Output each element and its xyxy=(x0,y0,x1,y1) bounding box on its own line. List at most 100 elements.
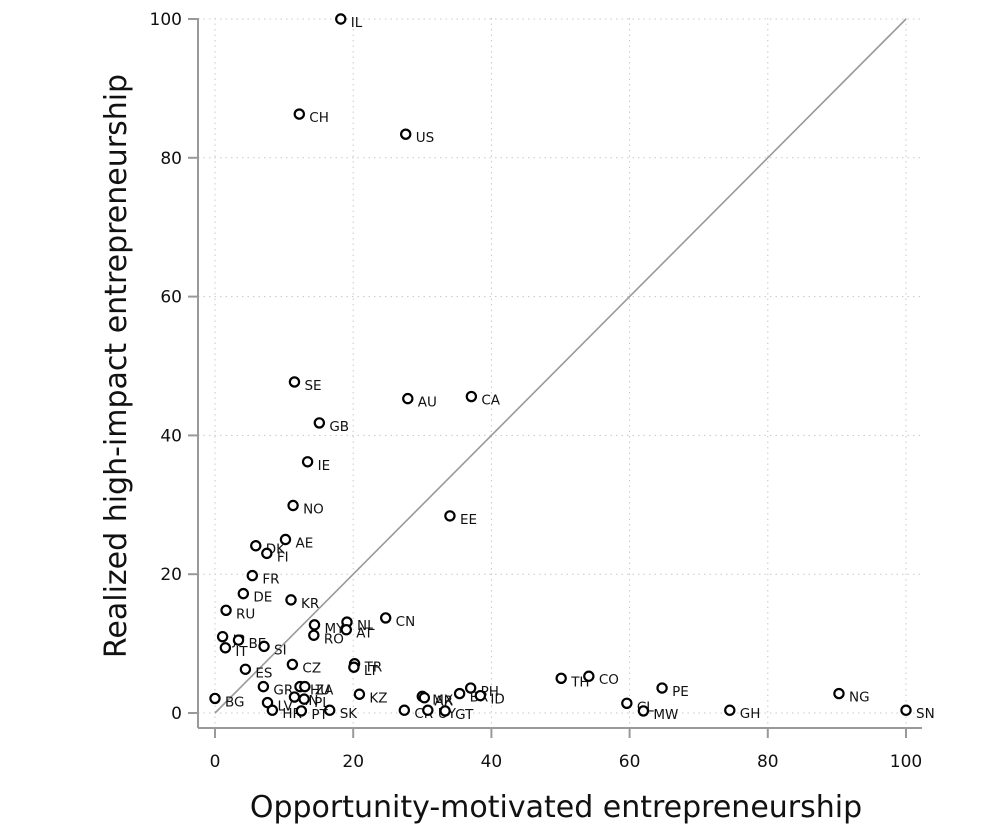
data-point-es xyxy=(239,663,252,675)
data-point-no xyxy=(287,499,299,512)
y-tick-label: 80 xyxy=(160,149,182,169)
point-label-sk: SK xyxy=(340,706,359,722)
point-label-no: NO xyxy=(303,501,324,517)
data-point-kr xyxy=(285,594,297,606)
point-label-bg: BG xyxy=(225,694,245,710)
point-label-us: US xyxy=(416,130,434,146)
data-point-si xyxy=(258,640,270,653)
y-tick-label: 0 xyxy=(171,704,182,724)
data-point-sk xyxy=(324,704,336,716)
point-label-ro: RO xyxy=(324,631,344,647)
data-point-mw xyxy=(637,705,650,717)
data-point-ph xyxy=(464,682,477,694)
point-label-tr: TR xyxy=(364,660,383,676)
data-point-cr xyxy=(398,704,411,716)
point-label-se: SE xyxy=(304,378,321,394)
x-tick-label: 40 xyxy=(481,752,503,772)
data-point-ng xyxy=(833,687,845,700)
point-label-ee: EE xyxy=(460,512,477,528)
data-point-co xyxy=(583,670,595,682)
data-point-us xyxy=(400,128,412,140)
data-point-de xyxy=(237,587,250,600)
point-label-lv: LV xyxy=(278,699,294,715)
point-label-si: SI xyxy=(274,642,287,658)
y-axis-title: Realized high-impact entrepreneurship xyxy=(99,74,134,658)
data-point-cz xyxy=(286,658,299,671)
data-point-cn xyxy=(379,612,392,624)
point-label-id: ID xyxy=(490,692,504,708)
data-point-pt xyxy=(295,705,308,717)
point-label-pt: PT xyxy=(311,707,328,723)
data-point-gt xyxy=(439,705,451,717)
reference-line xyxy=(214,18,907,714)
point-label-gr: GR xyxy=(273,683,293,699)
point-label-de: DE xyxy=(253,590,272,606)
data-point-gb xyxy=(313,417,326,429)
data-point-ar xyxy=(418,692,431,704)
x-tick-label: 20 xyxy=(342,752,364,772)
data-point-jp xyxy=(216,630,229,643)
point-label-nl: NL xyxy=(357,618,375,634)
data-point-bg xyxy=(209,692,221,705)
data-point-ae xyxy=(279,533,292,546)
point-label-mw: MW xyxy=(653,707,678,723)
data-point-hr xyxy=(266,704,279,716)
point-label-ae: AE xyxy=(295,536,313,552)
point-label-at: AT xyxy=(356,626,373,642)
data-point-id xyxy=(474,689,487,702)
point-label-ar: AR xyxy=(434,694,453,710)
point-label-co: CO xyxy=(599,672,619,688)
point-label-ie: IE xyxy=(318,458,331,474)
point-label-za: ZA xyxy=(315,683,334,699)
data-point-dk xyxy=(250,540,262,552)
data-point-sn xyxy=(900,704,912,716)
x-tick-label: 100 xyxy=(890,752,922,772)
point-label-lt: LT xyxy=(364,663,379,679)
point-label-au: AU xyxy=(418,395,437,411)
point-label-il: IL xyxy=(351,15,363,31)
point-label-ng: NG xyxy=(849,690,870,706)
point-label-kr: KR xyxy=(301,596,319,612)
data-point-ee xyxy=(444,510,456,522)
data-point-lv xyxy=(261,696,274,709)
data-point-ro xyxy=(308,629,320,641)
point-label-gt: GT xyxy=(455,707,474,723)
data-point-ch xyxy=(293,108,306,120)
data-point-za xyxy=(299,680,311,693)
data-point-lt xyxy=(348,661,360,673)
data-point-il xyxy=(335,13,347,25)
data-point-pl xyxy=(298,693,310,705)
point-label-ru: RU xyxy=(236,606,255,622)
point-label-fi: FI xyxy=(277,549,289,565)
data-point-cl xyxy=(621,697,633,709)
point-label-hu: HU xyxy=(310,683,330,699)
data-point-ru xyxy=(220,604,232,616)
data-point-be xyxy=(232,634,245,646)
y-tick-label: 60 xyxy=(160,288,182,308)
point-label-mx: MX xyxy=(432,692,453,708)
x-axis-title: Opportunity-motivated entrepreneurship xyxy=(250,790,862,825)
point-label-it: IT xyxy=(235,644,248,660)
data-point-fi xyxy=(261,547,273,560)
point-label-pe: PE xyxy=(672,684,689,700)
point-label-sn: SN xyxy=(916,706,935,722)
point-label-es: ES xyxy=(255,665,272,681)
x-tick-label: 80 xyxy=(757,752,779,772)
data-point-ie xyxy=(301,456,314,468)
point-label-cn: CN xyxy=(396,614,416,630)
data-point-th xyxy=(555,672,567,685)
data-point-my xyxy=(308,619,321,631)
point-label-ca: CA xyxy=(481,393,500,409)
point-label-kz: KZ xyxy=(369,690,387,706)
point-label-gh: GH xyxy=(740,706,761,722)
data-point-br xyxy=(453,687,466,700)
x-tick-label: 0 xyxy=(210,752,221,772)
point-label-ch: CH xyxy=(309,110,329,126)
y-tick-label: 40 xyxy=(160,426,182,446)
y-tick-label: 20 xyxy=(160,565,182,585)
data-point-ca xyxy=(465,390,478,403)
data-point-uy xyxy=(422,704,434,716)
data-point-at xyxy=(340,624,352,636)
